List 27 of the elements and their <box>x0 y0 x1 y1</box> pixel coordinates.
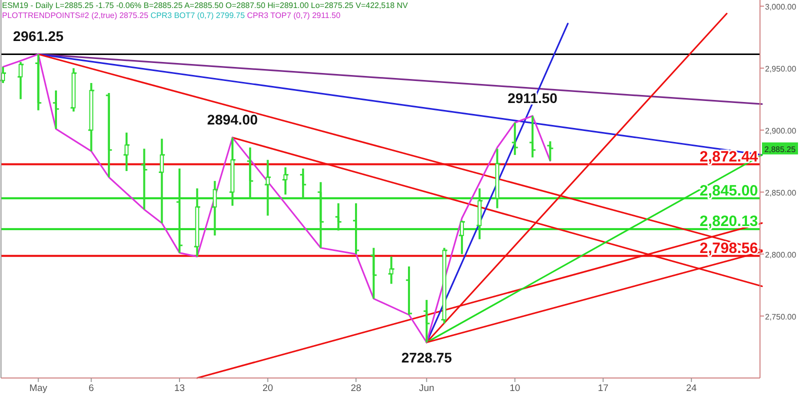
y-tick-label: 2,850.00 <box>765 188 797 198</box>
annotation: 2,885.25 <box>764 144 796 154</box>
x-tick-label: 28 <box>350 383 362 394</box>
y-tick-label: 2,950.00 <box>765 64 797 74</box>
annotation: 2728.75 <box>401 349 452 366</box>
x-tick-label: 10 <box>510 383 520 394</box>
annotation: PLOTTRENDPOINTS#2 (2,true) 2875.25 <box>2 11 149 20</box>
x-tick-label: 24 <box>686 383 697 394</box>
x-tick-label: May <box>29 383 48 394</box>
y-tick-label: 3,000.00 <box>765 2 797 12</box>
x-tick-label: Jun <box>418 383 434 394</box>
y-tick-label: 2,900.00 <box>765 126 797 136</box>
x-tick-label: 17 <box>598 383 608 394</box>
x-tick-label: 20 <box>262 383 274 394</box>
ref-line-label: 2,820.13 <box>700 213 758 230</box>
ref-line-label: 2,798.56 <box>700 240 758 257</box>
y-tick-label: 2,800.00 <box>765 250 797 260</box>
ref-line-label: 2,845.00 <box>700 182 758 200</box>
y-tick-label: 2,750.00 <box>765 312 797 322</box>
x-tick-label: 6 <box>88 383 94 394</box>
annotation: 2961.25 <box>13 28 64 44</box>
annotation: 2894.00 <box>207 112 258 128</box>
x-tick-label: 13 <box>174 383 185 394</box>
chart-title: ESM19 - Daily L=2885.25 -1.75 -0.06% B=2885.25 A=2885.50 O=2887.50 Hi=2891.00 Lo=2875.25 V=422,518 NV <box>2 1 409 10</box>
ref-line-label: 2,872.44 <box>700 148 759 166</box>
annotation: CPR3 BOT7 (0,7) 2799.75 <box>148 11 246 20</box>
annotation: CPR3 TOP7 (0,7) 2911.50 <box>244 11 341 20</box>
